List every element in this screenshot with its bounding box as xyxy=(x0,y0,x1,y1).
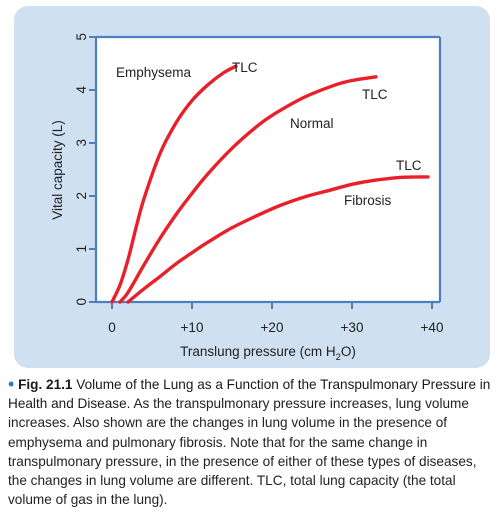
y-tick-label: 3 xyxy=(74,139,89,147)
caption-figure-number: Fig. 21.1 xyxy=(18,377,72,392)
y-tick-label: 0 xyxy=(74,298,89,306)
emphysema-label: Emphysema xyxy=(116,65,192,80)
x-tick-label: 0 xyxy=(108,320,116,335)
caption-body: As the transpulmonary pressure increases… xyxy=(8,396,477,507)
fibrosis-label: Fibrosis xyxy=(344,193,392,208)
x-tick-label: +20 xyxy=(261,320,284,335)
x-axis-label-main: Translung pressure (cm H xyxy=(180,344,336,359)
y-axis-label: Vital capacity (L) xyxy=(50,120,65,220)
fibrosis-tlc-label: TLC xyxy=(396,158,422,173)
x-tick-label: +40 xyxy=(421,320,444,335)
y-tick-label: 4 xyxy=(74,86,89,94)
x-axis-label-end: O) xyxy=(341,344,356,359)
caption-bullet: • xyxy=(8,374,14,394)
y-tick-label: 1 xyxy=(74,245,89,253)
normal-label: Normal xyxy=(290,116,334,131)
normal-tlc-label: TLC xyxy=(362,87,388,102)
x-tick-label: +30 xyxy=(341,320,364,335)
x-tick-label: +10 xyxy=(181,320,204,335)
figure-caption: • Fig. 21.1 Volume of the Lung as a Func… xyxy=(8,375,496,509)
emphysema-tlc-label: TLC xyxy=(232,60,258,75)
y-tick-label: 5 xyxy=(74,33,89,41)
y-tick-label: 2 xyxy=(74,192,89,200)
